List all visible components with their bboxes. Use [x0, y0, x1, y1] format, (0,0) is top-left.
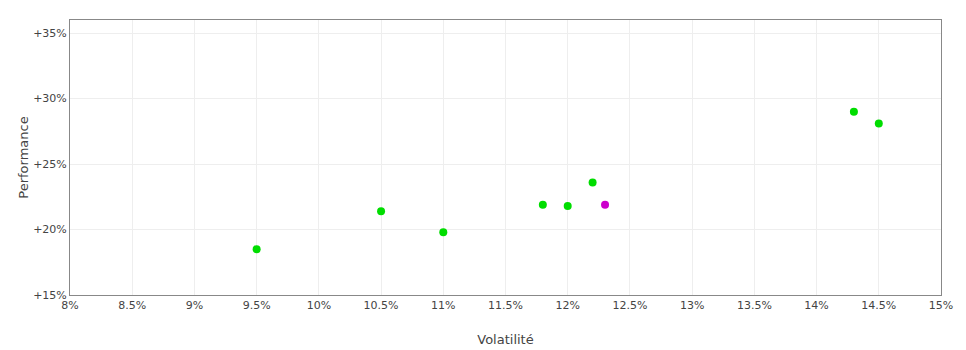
svg-text:8%: 8% [61, 299, 78, 312]
svg-text:14%: 14% [804, 299, 828, 312]
svg-text:+30%: +30% [33, 92, 67, 105]
svg-text:15%: 15% [929, 299, 953, 312]
svg-text:13.5%: 13.5% [737, 299, 772, 312]
svg-text:+25%: +25% [33, 158, 67, 171]
svg-text:8.5%: 8.5% [118, 299, 146, 312]
svg-text:Volatilité: Volatilité [477, 332, 533, 347]
svg-text:9.5%: 9.5% [243, 299, 271, 312]
svg-text:+20%: +20% [33, 223, 67, 236]
svg-text:10%: 10% [307, 299, 331, 312]
svg-text:9%: 9% [186, 299, 203, 312]
svg-text:10.5%: 10.5% [364, 299, 399, 312]
svg-text:12%: 12% [555, 299, 579, 312]
svg-text:13%: 13% [680, 299, 704, 312]
svg-text:11.5%: 11.5% [488, 299, 523, 312]
svg-text:+35%: +35% [33, 27, 67, 40]
svg-text:+15%: +15% [33, 289, 67, 302]
svg-text:11%: 11% [431, 299, 455, 312]
svg-text:14.5%: 14.5% [861, 299, 896, 312]
svg-text:Performance: Performance [16, 116, 31, 198]
svg-text:12.5%: 12.5% [612, 299, 647, 312]
